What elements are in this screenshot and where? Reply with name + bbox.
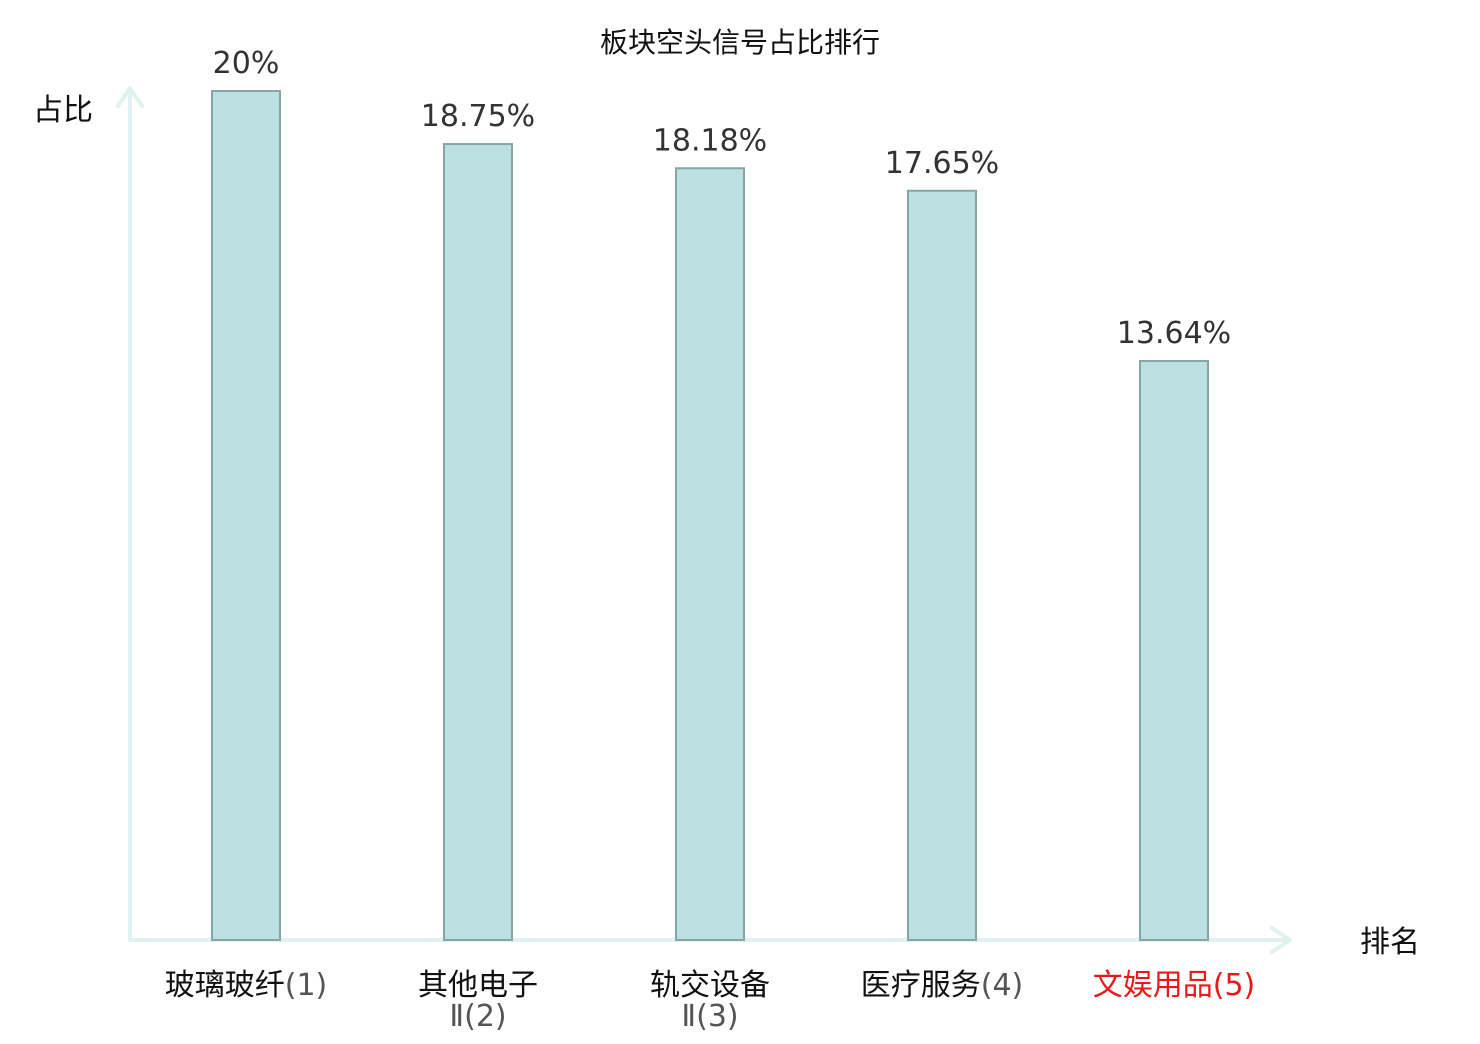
x-axis-arrow: [1270, 926, 1292, 954]
value-label-3: 18.18%: [653, 123, 767, 158]
tick-line2: Ⅱ(2): [449, 999, 506, 1034]
tick-name: 文娱用品: [1093, 968, 1213, 1003]
tick-rank: (5): [1213, 968, 1256, 1003]
x-tick-label-1: 玻璃玻纤(1): [165, 968, 328, 1003]
tick-name: 玻璃玻纤: [165, 968, 285, 1003]
value-label-2: 18.75%: [421, 99, 535, 134]
y-axis-arrow: [116, 86, 144, 108]
x-tick-label-4: 医疗服务(4): [861, 968, 1024, 1003]
tick-rank: (4): [981, 968, 1024, 1003]
y-axis-label: 占比: [33, 93, 93, 128]
tick-line1: 玻璃玻纤(1): [165, 968, 328, 1003]
value-label-1: 20%: [213, 46, 280, 81]
tick-name: 医疗服务: [861, 968, 981, 1003]
tick-roman: Ⅱ: [681, 999, 696, 1034]
x-tick-label-5: 文娱用品(5): [1093, 968, 1256, 1003]
tick-rank: (2): [464, 999, 507, 1034]
chart-title: 板块空头信号占比排行: [600, 26, 880, 59]
x-axis-label: 排名: [1360, 925, 1420, 960]
value-labels-group: 20% 18.75% 18.18% 17.65% 13.64%: [213, 46, 1232, 351]
tick-rank: (1): [285, 968, 328, 1003]
bar-2: [443, 143, 513, 941]
value-label-5: 13.64%: [1117, 316, 1231, 351]
tick-line2: Ⅱ(3): [681, 999, 738, 1034]
bar-4: [907, 189, 977, 941]
tick-name: 轨交设备: [650, 968, 770, 1003]
bar-5: [1139, 359, 1209, 941]
tick-name: 其他电子: [418, 968, 538, 1003]
tick-line1: 医疗服务(4): [861, 968, 1024, 1003]
value-label-4: 17.65%: [885, 146, 999, 181]
bar-3: [675, 167, 745, 942]
bars-group: [211, 90, 1209, 942]
tick-line1: 文娱用品(5): [1093, 968, 1256, 1003]
tick-roman: Ⅱ: [449, 999, 464, 1034]
bar-1: [211, 90, 281, 941]
tick-rank: (3): [696, 999, 739, 1034]
